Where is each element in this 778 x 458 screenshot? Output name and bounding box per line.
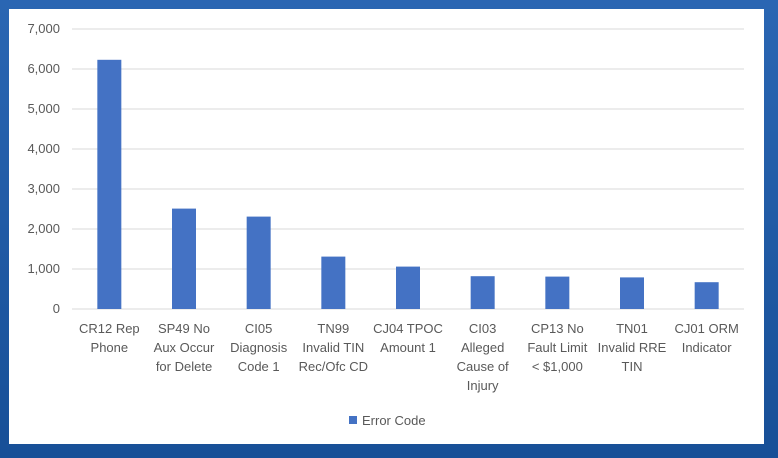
- x-category-label: TN99 Invalid TIN Rec/Ofc CD: [299, 321, 368, 374]
- y-tick-label: 5,000: [27, 101, 60, 116]
- x-category-line: CP13 No: [531, 321, 584, 336]
- legend-swatch: [349, 416, 357, 424]
- x-category-line: Invalid RRE: [598, 340, 667, 355]
- x-category-line: CR12 Rep: [79, 321, 140, 336]
- y-tick-label: 0: [53, 301, 60, 316]
- bar: [620, 277, 644, 309]
- x-category-line: CI03: [469, 321, 496, 336]
- x-category-line: Code 1: [238, 359, 280, 374]
- bar: [545, 276, 570, 309]
- bar: [97, 59, 122, 309]
- x-category-line: for Delete: [156, 359, 212, 374]
- x-category-line: Diagnosis: [230, 340, 288, 355]
- x-category-line: Aux Occur: [154, 340, 215, 355]
- y-tick-label: 1,000: [27, 261, 60, 276]
- x-category-label: SP49 No Aux Occur for Delete: [154, 321, 215, 374]
- bar: [470, 276, 495, 309]
- x-category-label: CJ01 ORM Indicator: [675, 321, 739, 355]
- x-axis-categories: CR12 Rep Phone SP49 No Aux Occur for Delete C…: [79, 321, 739, 393]
- x-category-label: CJ04 TPOC Amount 1: [373, 321, 443, 355]
- x-category-line: CJ04 TPOC: [373, 321, 443, 336]
- y-tick-label: 6,000: [27, 61, 60, 76]
- x-category-line: Injury: [467, 378, 499, 393]
- x-category-line: Indicator: [682, 340, 733, 355]
- x-category-line: TN01: [616, 321, 648, 336]
- x-category-line: Rec/Ofc CD: [299, 359, 368, 374]
- bar: [694, 282, 719, 309]
- y-tick-label: 3,000: [27, 181, 60, 196]
- x-category-line: Cause of: [457, 359, 509, 374]
- x-category-line: Alleged: [461, 340, 504, 355]
- bar-chart: 0 1,000 2,000 3,000 4,000 5,000 6,000 7,000 CR1…: [27, 21, 744, 428]
- bar: [172, 208, 196, 309]
- bar: [396, 266, 420, 309]
- y-tick-label: 4,000: [27, 141, 60, 156]
- x-category-label: CI05 Diagnosis Code 1: [230, 321, 288, 374]
- x-category-line: Fault Limit: [527, 340, 587, 355]
- x-category-line: CI05: [245, 321, 272, 336]
- y-tick-label: 7,000: [27, 21, 60, 36]
- x-category-line: TIN: [622, 359, 643, 374]
- legend-label: Error Code: [362, 413, 426, 428]
- x-category-line: < $1,000: [532, 359, 583, 374]
- y-tick-label: 2,000: [27, 221, 60, 236]
- x-category-label: TN01 Invalid RRE TIN: [598, 321, 667, 374]
- y-axis-ticks: 0 1,000 2,000 3,000 4,000 5,000 6,000 7,000: [27, 21, 60, 316]
- legend: Error Code: [349, 413, 426, 428]
- x-category-line: CJ01 ORM: [675, 321, 739, 336]
- x-category-line: SP49 No: [158, 321, 210, 336]
- x-category-line: Amount 1: [380, 340, 436, 355]
- bar: [321, 256, 346, 309]
- x-category-label: CI03 Alleged Cause of Injury: [457, 321, 509, 393]
- bar: [246, 216, 271, 309]
- x-category-line: Invalid TIN: [302, 340, 364, 355]
- x-category-line: TN99: [317, 321, 349, 336]
- x-category-label: CR12 Rep Phone: [79, 321, 140, 355]
- bars: [97, 59, 719, 309]
- chart-panel: 0 1,000 2,000 3,000 4,000 5,000 6,000 7,000 CR1…: [9, 9, 764, 444]
- x-category-label: CP13 No Fault Limit < $1,000: [527, 321, 587, 374]
- x-category-line: Phone: [91, 340, 129, 355]
